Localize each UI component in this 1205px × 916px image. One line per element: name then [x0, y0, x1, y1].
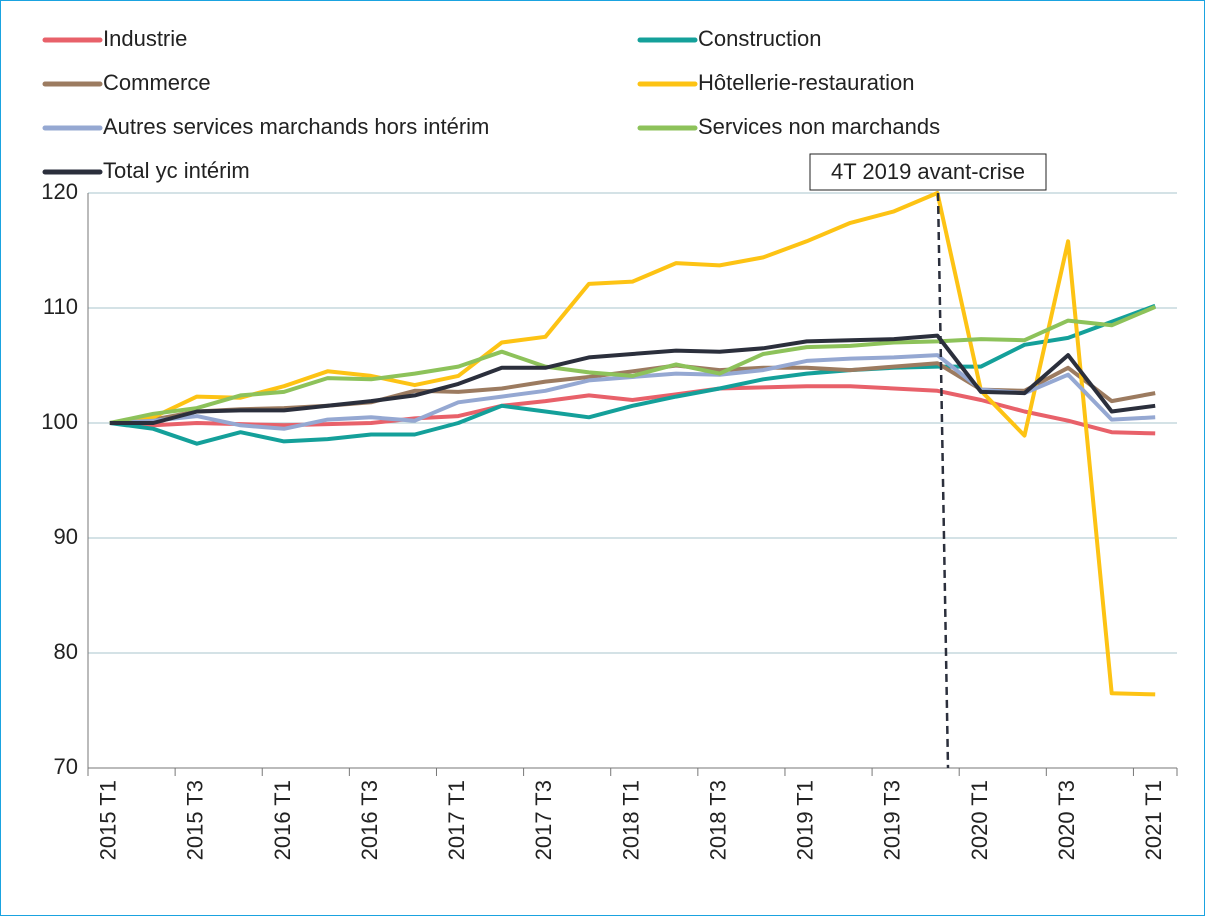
x-tick-label: 2019 T1: [793, 780, 818, 860]
y-tick-label: 80: [54, 639, 78, 664]
crisis-line: [936, 192, 950, 769]
y-tick-label: 90: [54, 524, 78, 549]
x-tick-label: 2020 T1: [967, 780, 992, 860]
x-tick-label: 2015 T1: [96, 780, 121, 860]
grid: [87, 192, 1178, 776]
legend-label: Autres services marchands hors intérim: [103, 114, 489, 139]
legend-label: Hôtellerie-restauration: [698, 70, 914, 95]
legend-label: Construction: [698, 26, 822, 51]
x-tick-label: 2016 T3: [357, 780, 382, 860]
series-line: [109, 333, 1156, 425]
annotation-box: [809, 153, 1047, 191]
x-tick-label: 2018 T1: [618, 780, 643, 860]
lines: [109, 191, 1156, 697]
legend-label: Commerce: [103, 70, 211, 95]
legend-label: Industrie: [103, 26, 187, 51]
x-tick-label: 2021 T1: [1141, 780, 1166, 860]
y-tick-label: 120: [41, 179, 78, 204]
x-tick-label: 2019 T3: [880, 780, 905, 860]
y-tick-label: 100: [41, 409, 78, 434]
x-tick-label: 2020 T3: [1054, 780, 1079, 860]
x-tick-label: 2018 T3: [705, 780, 730, 860]
x-tick-label: 2017 T1: [444, 780, 469, 860]
legend-label: Total yc intérim: [103, 158, 250, 183]
series-line: [109, 305, 1156, 425]
y-tick-label: 70: [54, 754, 78, 779]
annotation: 4T 2019 avant-crise: [831, 159, 1025, 184]
series-line: [109, 384, 1156, 436]
series-line: [109, 303, 1156, 446]
x-tick-label: 2015 T3: [183, 780, 208, 860]
legend-label: Services non marchands: [698, 114, 940, 139]
x-tick-label: 2016 T1: [270, 780, 295, 860]
y-tick-label: 110: [43, 294, 78, 319]
x-tick-label: 2017 T3: [531, 780, 556, 860]
